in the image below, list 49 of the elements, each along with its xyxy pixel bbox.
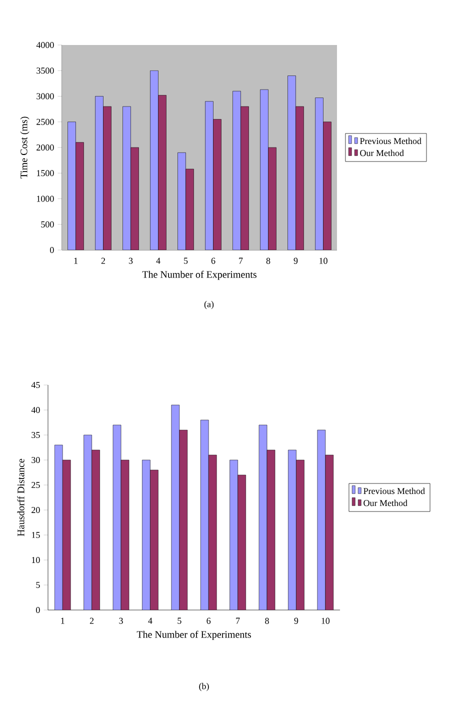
x-tick-label: 7 — [236, 618, 240, 624]
y-tick-label: 500 — [41, 221, 54, 228]
x-tick-label: 7 — [239, 258, 243, 264]
x-tick-label: 1 — [61, 618, 64, 624]
x-tick-label: 6 — [206, 618, 211, 624]
y-tick-label: 0 — [36, 606, 40, 614]
x-tick-label: 8 — [265, 618, 269, 624]
x-axis-title: The Number of Experiments — [142, 270, 256, 280]
legend-label: Our Method — [360, 150, 404, 156]
x-tick-label: 4 — [156, 258, 160, 264]
y-tick-label: 35 — [32, 432, 40, 438]
legend-label: Previous Method — [364, 488, 425, 494]
x-tick-label: 2 — [101, 258, 105, 264]
x-axis-title: The Number of Experiments — [136, 630, 251, 640]
y-axis-title: Time Cost (ms) — [20, 116, 30, 179]
y-tick-label: 4000 — [36, 42, 54, 48]
y-tick-label: 25 — [32, 482, 40, 488]
y-tick-label: 40 — [31, 406, 40, 414]
x-tick-label: 3 — [128, 258, 133, 264]
y-tick-label: 2000 — [36, 144, 54, 151]
y-axis-title: Hausdorff Distance — [17, 458, 24, 536]
x-tick-label: 9 — [294, 258, 298, 264]
x-tick-label: 5 — [184, 258, 188, 264]
y-tick-label: 15 — [32, 532, 40, 538]
y-tick-label: 3000 — [36, 93, 54, 100]
x-tick-label: 2 — [90, 618, 94, 624]
y-tick-label: 10 — [32, 556, 40, 564]
legend-label: Previous Method — [360, 138, 422, 144]
text: (b) — [199, 682, 209, 692]
x-tick-label: 3 — [119, 618, 123, 624]
y-tick-label: 1500 — [36, 170, 54, 176]
y-tick-label: 5 — [36, 582, 40, 588]
y-tick-label: 20 — [32, 506, 40, 514]
y-tick-label: 45 — [31, 382, 40, 388]
y-tick-label: 30 — [32, 456, 40, 464]
x-tick-label: 10 — [322, 618, 330, 624]
x-tick-label: 6 — [211, 258, 216, 264]
legend-label: Our Method — [364, 500, 408, 506]
x-tick-label: 5 — [178, 618, 182, 624]
x-tick-label: 1 — [74, 258, 78, 264]
y-tick-label: 0 — [50, 246, 54, 254]
text: (a) — [204, 300, 214, 310]
x-tick-label: 8 — [266, 258, 270, 264]
y-tick-label: 1000 — [36, 196, 54, 202]
x-tick-label: 4 — [148, 618, 152, 624]
x-tick-label: 10 — [320, 258, 328, 264]
y-tick-label: 2500 — [36, 118, 54, 125]
x-tick-label: 9 — [294, 618, 298, 624]
y-tick-label: 3500 — [36, 68, 54, 74]
